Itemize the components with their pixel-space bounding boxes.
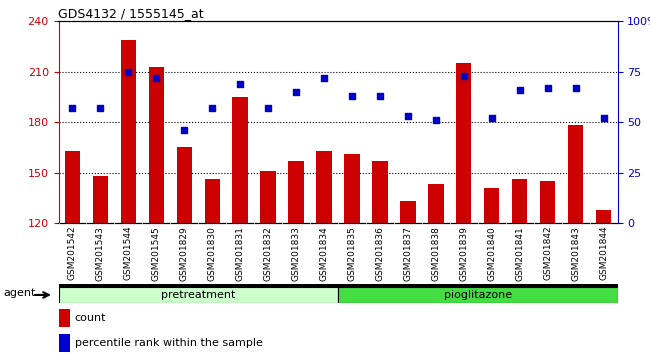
Point (486, 115, 497, 121)
Point (263, 105, 273, 111)
Point (542, 85, 552, 91)
Point (151, 75, 161, 81)
Bar (65, 151, 80, 223)
Bar (233, 97, 248, 223)
Bar (338, 287, 618, 303)
Bar (484, 188, 499, 223)
Bar (58, 287, 338, 303)
Point (207, 105, 217, 111)
Bar (58, 309, 70, 327)
Bar (400, 201, 415, 223)
Text: agent: agent (3, 287, 35, 298)
Bar (512, 179, 527, 223)
Text: pioglitazone: pioglitazone (444, 290, 512, 300)
Bar (58, 334, 70, 352)
Bar (205, 179, 220, 223)
Point (515, 87, 525, 93)
Point (347, 93, 358, 99)
Point (599, 115, 609, 121)
Bar (177, 147, 192, 223)
Bar (344, 154, 359, 223)
Bar (428, 184, 443, 223)
Point (431, 117, 441, 123)
Bar (261, 171, 276, 223)
Point (179, 127, 190, 133)
Text: pretreatment: pretreatment (161, 290, 235, 300)
Bar (317, 151, 332, 223)
Bar (149, 67, 164, 223)
Point (318, 75, 329, 81)
Text: count: count (75, 313, 106, 323)
Point (235, 81, 246, 87)
Bar (289, 161, 304, 223)
Point (291, 89, 302, 95)
Point (375, 93, 385, 99)
Point (402, 113, 413, 119)
Point (124, 69, 134, 75)
Bar (93, 176, 108, 223)
Point (67, 105, 78, 111)
Bar (121, 40, 136, 223)
Point (95, 105, 105, 111)
Text: GDS4132 / 1555145_at: GDS4132 / 1555145_at (58, 7, 204, 20)
Bar (596, 210, 611, 223)
Bar (456, 63, 471, 223)
Bar (372, 161, 387, 223)
Text: percentile rank within the sample: percentile rank within the sample (75, 338, 263, 348)
Point (571, 85, 581, 91)
Bar (58, 284, 618, 287)
Bar (568, 126, 583, 223)
Bar (540, 181, 555, 223)
Point (459, 73, 469, 79)
